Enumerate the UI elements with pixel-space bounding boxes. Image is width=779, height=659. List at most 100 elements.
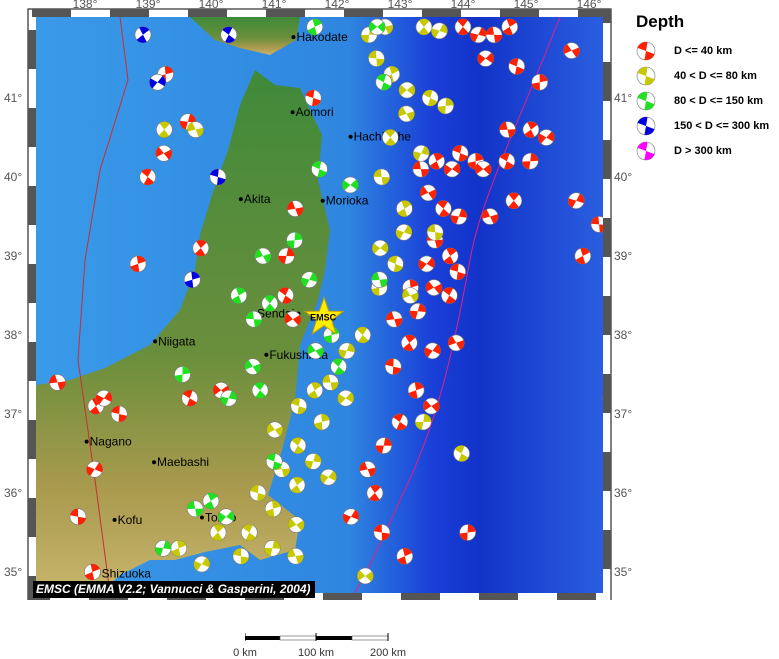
- city-label: Shizuoka: [102, 567, 152, 581]
- earthquake-beachball: [264, 500, 282, 518]
- scale-segment: [245, 636, 280, 640]
- legend-beachball-icon: [636, 66, 656, 85]
- earthquake-beachball: [230, 287, 248, 304]
- lon-tick-label: 144°: [451, 0, 476, 11]
- earthquake-beachball: [424, 342, 441, 360]
- earthquake-beachball: [186, 500, 204, 518]
- earthquake-beachball: [311, 160, 328, 178]
- earthquake-beachball: [49, 374, 66, 391]
- legend-label: D <= 40 km: [674, 44, 733, 57]
- map-frame: [28, 9, 611, 600]
- legend-item: D > 300 km: [636, 138, 769, 163]
- earthquake-beachball: [426, 224, 444, 241]
- earthquake-beachball: [423, 397, 440, 415]
- earthquake-beachball: [437, 97, 454, 115]
- earthquake-beachball: [371, 239, 389, 257]
- earthquake-beachball: [402, 287, 419, 304]
- earthquake-beachball: [134, 26, 152, 44]
- scale-label: 0 km: [233, 647, 257, 659]
- legend-beachball-icon: [636, 91, 656, 110]
- earthquake-beachball: [375, 73, 393, 91]
- lat-tick-label: 36°: [4, 486, 22, 500]
- earthquake-beachball: [357, 567, 374, 585]
- earthquake-beachball: [170, 539, 188, 557]
- city-dot: [84, 439, 89, 444]
- lat-tick-label: 39°: [614, 249, 632, 263]
- earthquake-beachball: [421, 89, 439, 107]
- legend-item: 80 < D <= 150 km: [636, 88, 769, 113]
- earthquake-beachball: [382, 129, 399, 146]
- earthquake-beachball: [415, 18, 433, 36]
- legend-title: Depth: [636, 12, 685, 31]
- legend-beachball-icon: [636, 41, 656, 60]
- city-label: Aomori: [296, 105, 334, 119]
- earthquake-beachball: [240, 524, 258, 541]
- lat-tick-label: 35°: [4, 565, 22, 579]
- earthquake-beachball: [342, 176, 359, 194]
- earthquake-beachball: [220, 26, 238, 44]
- legend-label: D > 300 km: [674, 144, 732, 157]
- city-label: Morioka: [326, 194, 369, 208]
- earthquake-beachball: [459, 524, 476, 541]
- earthquake-beachball: [441, 287, 458, 304]
- earthquake-beachball: [453, 445, 470, 462]
- earthquake-beachball: [368, 18, 386, 36]
- legend-label: 80 < D <= 150 km: [674, 94, 763, 107]
- earthquake-beachball: [86, 460, 103, 478]
- earthquake-beachball: [183, 271, 201, 289]
- scale-segment: [316, 636, 352, 640]
- city-dot: [348, 134, 353, 139]
- lon-tick-label: 145°: [514, 0, 539, 11]
- epicenter-label: EMSC: [310, 313, 337, 323]
- earthquake-beachball: [330, 358, 347, 375]
- credit-label: EMSC (EMMA V2.2; Vannucci & Gasperini, 2…: [33, 581, 315, 598]
- earthquake-beachball: [419, 184, 437, 202]
- earthquake-beachball: [499, 121, 516, 138]
- earthquake-beachball: [266, 421, 284, 439]
- earthquake-beachball: [368, 50, 385, 67]
- earthquake-beachball: [563, 42, 580, 59]
- earthquake-beachball: [602, 395, 603, 401]
- earthquake-beachball: [474, 160, 492, 178]
- earthquake-beachball: [342, 508, 360, 526]
- honshu: [36, 70, 330, 593]
- legend-item: 150 < D <= 300 km: [636, 113, 769, 138]
- earthquake-beachball: [395, 224, 413, 241]
- earthquake-beachball: [290, 397, 308, 415]
- earthquake-beachball: [181, 389, 199, 407]
- earthquake-beachball: [187, 121, 204, 138]
- earthquake-beachball: [338, 342, 356, 360]
- lon-tick-label: 140°: [199, 0, 224, 11]
- lat-tick-label: 41°: [4, 91, 22, 105]
- earthquake-beachball: [306, 381, 324, 399]
- earthquake-beachball: [354, 326, 372, 344]
- earthquake-beachball: [498, 152, 516, 170]
- earthquake-beachball: [193, 555, 211, 573]
- earthquake-beachball: [149, 73, 166, 91]
- earthquake-beachball: [155, 145, 173, 162]
- seismicity-map: HakodateAomoriHachinoheAkitaMoriokaSenda…: [4, 0, 632, 600]
- city-label: Nagano: [90, 435, 132, 449]
- scale-label: 200 km: [369, 647, 407, 659]
- earthquake-beachball: [287, 516, 305, 533]
- earthquake-beachball: [435, 200, 452, 217]
- earthquake-beachball: [254, 247, 272, 265]
- earthquake-beachball: [418, 255, 435, 273]
- city-label: Kofu: [118, 513, 143, 527]
- earthquake-beachball: [209, 168, 227, 186]
- earthquake-beachball: [387, 255, 404, 273]
- earthquake-beachball: [375, 437, 393, 454]
- city-label: Hakodate: [296, 30, 348, 44]
- earthquake-beachball: [306, 18, 324, 36]
- earthquake-beachball: [277, 287, 294, 304]
- city-label: Niigata: [158, 334, 196, 348]
- city-dot: [291, 35, 296, 40]
- lat-tick-label: 38°: [4, 328, 22, 342]
- earthquake-beachball: [95, 389, 113, 407]
- earthquake-beachball: [373, 168, 391, 186]
- earthquake-beachball: [359, 460, 376, 478]
- earthquake-beachball: [481, 208, 499, 225]
- lat-tick-label: 40°: [4, 170, 22, 184]
- earthquake-beachball: [508, 58, 525, 75]
- earthquake-beachball: [501, 18, 519, 36]
